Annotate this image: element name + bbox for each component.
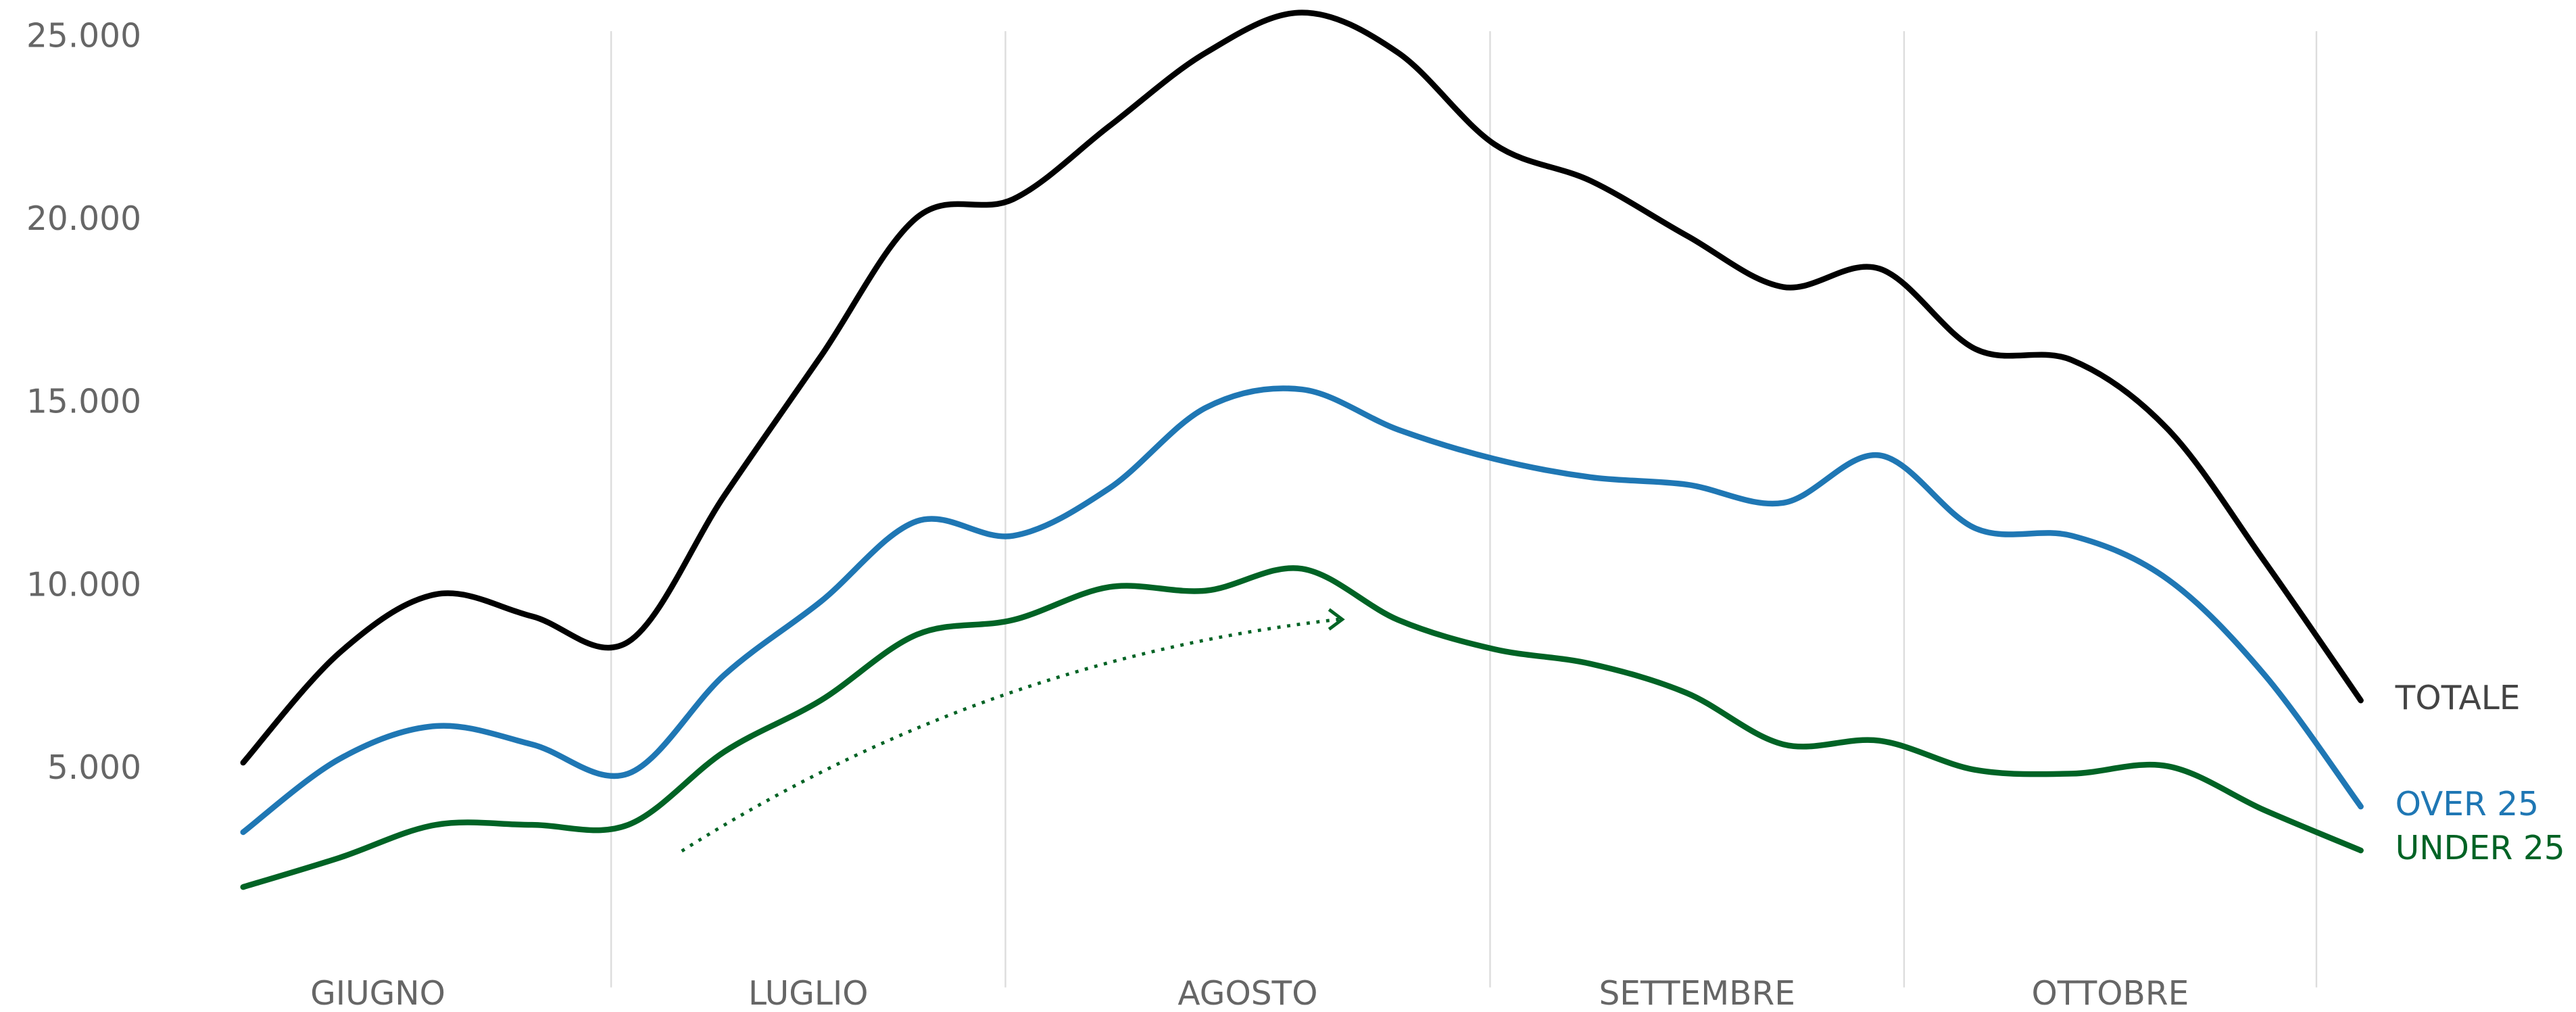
trend-arrow (681, 608, 1345, 852)
series-label: TOTALE (2395, 679, 2521, 717)
x-month-label: LUGLIO (748, 975, 869, 1012)
y-tick-label: 25.000 (26, 17, 141, 55)
series-line (240, 9, 2364, 766)
x-month-label: SETTEMBRE (1599, 975, 1795, 1012)
arrow-head (1328, 608, 1345, 631)
series-line (240, 565, 2364, 890)
y-tick-label: 10.000 (26, 566, 141, 604)
y-tick-label: 20.000 (26, 200, 141, 238)
month-separators (610, 31, 2318, 988)
y-tick-label: 15.000 (26, 383, 141, 421)
series-label: OVER 25 (2396, 786, 2539, 823)
x-month-label: OTTOBRE (2032, 975, 2189, 1012)
x-month-label: AGOSTO (1177, 975, 1317, 1012)
series-line (240, 385, 2364, 836)
y-tick-label: 5.000 (47, 749, 141, 787)
arrow-line (681, 617, 1340, 852)
series-label: UNDER 25 (2396, 829, 2565, 867)
x-month-label: GIUGNO (310, 975, 445, 1012)
